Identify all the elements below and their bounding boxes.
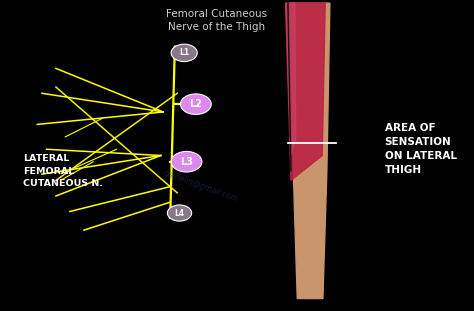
Circle shape [167,205,191,221]
Text: Femoral Cutaneous
Nerve of the Thigh: Femoral Cutaneous Nerve of the Thigh [166,9,267,32]
Text: LATERAL
FEMORAL
CUTANEOUS N.: LATERAL FEMORAL CUTANEOUS N. [23,154,103,188]
Circle shape [171,151,202,172]
Text: L1: L1 [179,49,189,57]
Text: L3: L3 [180,157,193,167]
Text: L4: L4 [174,209,184,217]
Circle shape [171,44,197,62]
Text: AREA OF
SENSATION
ON LATERAL
THIGH: AREA OF SENSATION ON LATERAL THIGH [385,123,456,175]
Text: dalheim@gmail.com: dalheim@gmail.com [162,169,239,204]
Polygon shape [290,3,330,299]
Polygon shape [286,3,325,180]
Circle shape [181,94,211,114]
Text: L2: L2 [189,99,202,109]
Polygon shape [286,3,296,156]
